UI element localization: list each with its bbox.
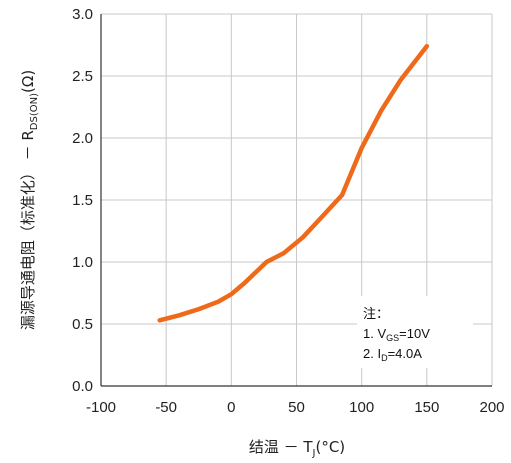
y-tick-label: 0.5 xyxy=(72,316,93,333)
notes-box-background xyxy=(357,296,473,368)
notes-box: 注： 1. VGS=10V 2. ID=4.0A xyxy=(357,296,473,368)
y-axis-label: 漏源导通电阻（标准化） － RDS(ON)(Ω) xyxy=(19,70,40,330)
note-line-vgs: 1. VGS=10V xyxy=(363,326,430,343)
x-tick-label: 150 xyxy=(414,399,439,416)
y-tick-label: 0.0 xyxy=(72,378,93,395)
x-axis-label: 结温 － TJ(°C) xyxy=(249,438,345,459)
y-tick-label: 2.0 xyxy=(72,130,93,147)
x-tick-label: 100 xyxy=(349,399,374,416)
y-tick-labels: 0.0 0.5 1.0 1.5 2.0 2.5 3.0 xyxy=(72,6,93,395)
x-tick-labels: -100 -50 0 50 100 150 200 xyxy=(86,399,505,416)
y-tick-label: 1.0 xyxy=(72,254,93,271)
gridlines xyxy=(100,13,493,387)
x-tick-label: 50 xyxy=(288,399,305,416)
y-tick-label: 2.5 xyxy=(72,68,93,85)
x-tick-label: -100 xyxy=(86,399,116,416)
x-tick-label: 200 xyxy=(479,399,504,416)
y-tick-label: 3.0 xyxy=(72,6,93,23)
y-tick-label: 1.5 xyxy=(72,192,93,209)
series-line xyxy=(157,43,430,323)
x-tick-label: 0 xyxy=(227,399,235,416)
note-line-id: 2. ID=4.0A xyxy=(363,346,422,363)
x-tick-label: -50 xyxy=(155,399,177,416)
data-series xyxy=(157,43,430,323)
notes-title: 注： xyxy=(363,306,389,321)
axes xyxy=(100,14,492,387)
